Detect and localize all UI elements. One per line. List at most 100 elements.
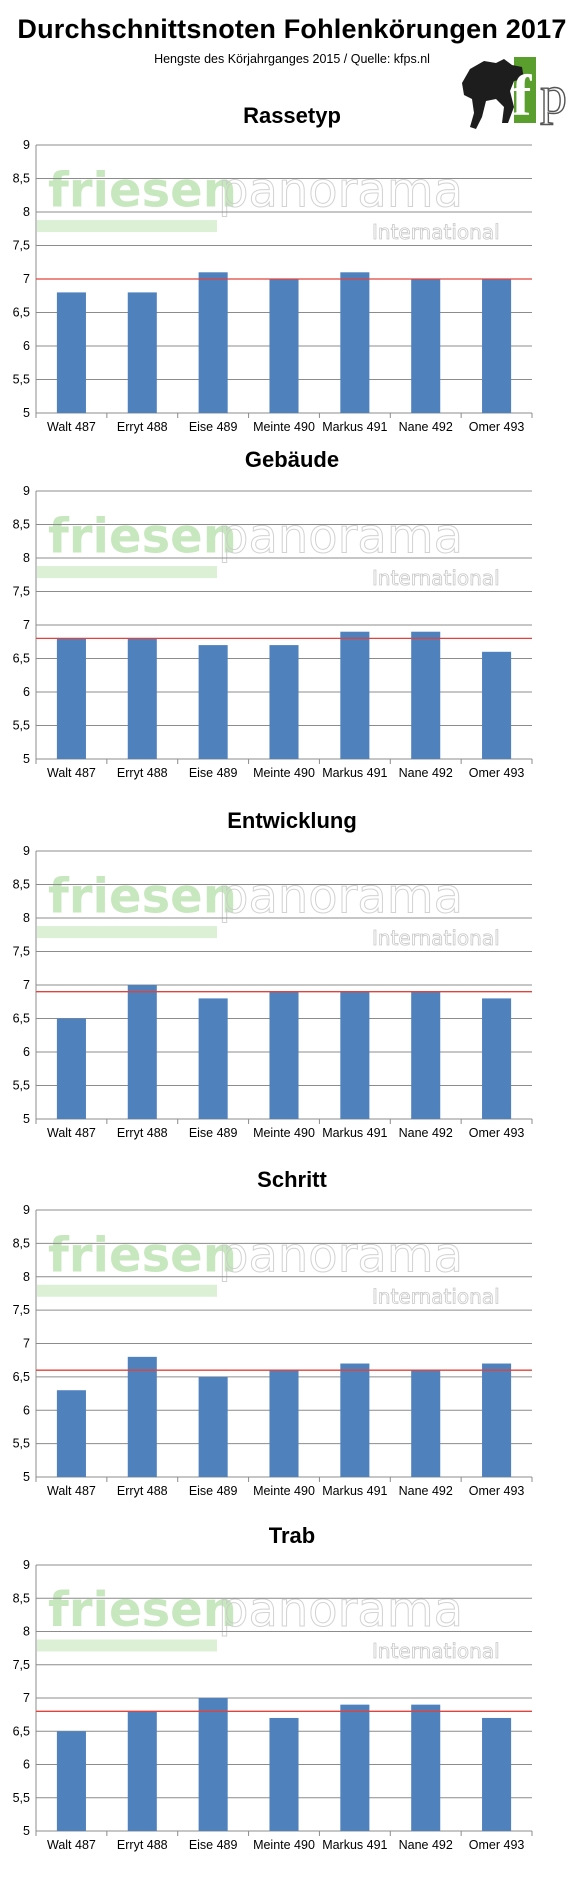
y-tick-label: 7,5 <box>13 585 30 599</box>
watermark-brand-left: friesen <box>48 1582 237 1638</box>
watermark-band <box>37 926 217 939</box>
bar <box>269 645 299 759</box>
x-tick-label: Erryt 488 <box>117 420 168 434</box>
bar <box>340 272 370 413</box>
y-tick-label: 7 <box>23 272 30 286</box>
y-tick-label: 7 <box>23 1691 30 1705</box>
chart-title: Entwicklung <box>227 808 357 833</box>
page-subtitle: Hengste des Körjahrganges 2015 / Quelle:… <box>154 52 430 66</box>
bar <box>127 985 157 1119</box>
x-tick-label: Markus 491 <box>322 1484 387 1498</box>
bar <box>411 631 441 759</box>
x-tick-label: Markus 491 <box>322 420 387 434</box>
y-tick-label: 7 <box>23 978 30 992</box>
watermark-brand-right: panorama <box>218 509 463 565</box>
y-tick-label: 7 <box>23 618 30 632</box>
x-tick-label: Erryt 488 <box>117 1126 168 1140</box>
y-tick-label: 9 <box>23 844 30 858</box>
x-tick-label: Eise 489 <box>189 420 238 434</box>
y-tick-label: 9 <box>23 138 30 152</box>
y-tick-label: 7,5 <box>13 1303 30 1317</box>
bar <box>482 1363 512 1477</box>
watermark-brand-left: friesen <box>48 509 237 565</box>
watermark-brand-left: friesen <box>48 869 237 925</box>
chart-title: Schritt <box>257 1167 327 1192</box>
x-tick-label: Meinte 490 <box>253 420 315 434</box>
x-tick-label: Omer 493 <box>469 1126 525 1140</box>
x-tick-label: Meinte 490 <box>253 1484 315 1498</box>
bar <box>411 1704 441 1831</box>
y-tick-label: 5,5 <box>13 1079 30 1093</box>
y-tick-label: 7 <box>23 1337 30 1351</box>
y-tick-label: 9 <box>23 1203 30 1217</box>
watermark-brand-right: panorama <box>218 1582 463 1638</box>
horse-logo-icon: f p <box>456 55 581 135</box>
chart-trab: Trab friesen panorama International 5 5,5 6 6,5… <box>0 1515 584 1875</box>
y-tick-label: 8,5 <box>13 1236 30 1250</box>
x-tick-label: Eise 489 <box>189 1126 238 1140</box>
bar <box>127 1356 157 1477</box>
horse-silhouette <box>462 59 524 129</box>
bar <box>269 1370 299 1477</box>
y-tick-label: 5 <box>23 406 30 420</box>
chart-rassetyp: Rassetyp friesen panorama International 5 5,5… <box>0 95 584 435</box>
bar <box>56 292 86 413</box>
bar <box>340 631 370 759</box>
x-tick-label: Nane 492 <box>399 766 453 780</box>
y-tick-label: 9 <box>23 484 30 498</box>
bar <box>269 991 299 1119</box>
y-tick-label: 6 <box>23 1758 30 1772</box>
y-tick-label: 5 <box>23 1112 30 1126</box>
chart-title: Gebäude <box>245 447 339 472</box>
bar <box>482 651 512 759</box>
chart-entwicklung: Entwicklung friesen panorama International 5… <box>0 800 584 1155</box>
bar <box>340 1704 370 1831</box>
y-tick-label: 8,5 <box>13 518 30 532</box>
bar <box>56 1018 86 1119</box>
watermark-tagline: International <box>372 1639 500 1663</box>
x-tick-label: Walt 487 <box>47 766 96 780</box>
y-tick-label: 6,5 <box>13 1012 30 1026</box>
y-tick-label: 5,5 <box>13 1437 30 1451</box>
bar <box>340 991 370 1119</box>
bar <box>482 1717 512 1831</box>
bar <box>56 638 86 759</box>
x-tick-label: Nane 492 <box>399 1484 453 1498</box>
bar <box>411 991 441 1119</box>
y-tick-label: 6,5 <box>13 652 30 666</box>
y-tick-label: 5,5 <box>13 373 30 387</box>
y-tick-label: 9 <box>23 1558 30 1572</box>
bar <box>127 292 157 413</box>
x-tick-label: Meinte 490 <box>253 1838 315 1852</box>
watermark-tagline: International <box>372 566 500 590</box>
y-tick-label: 5,5 <box>13 1791 30 1805</box>
x-tick-label: Walt 487 <box>47 1126 96 1140</box>
y-tick-label: 5,5 <box>13 719 30 733</box>
watermark-tagline: International <box>372 220 500 244</box>
y-tick-label: 6,5 <box>13 1370 30 1384</box>
x-tick-label: Walt 487 <box>47 1484 96 1498</box>
y-tick-label: 6 <box>23 685 30 699</box>
watermark-brand-left: friesen <box>48 163 237 219</box>
x-tick-label: Meinte 490 <box>253 766 315 780</box>
bar <box>56 1390 86 1477</box>
x-tick-label: Markus 491 <box>322 1838 387 1852</box>
chart-title: Rassetyp <box>243 103 341 128</box>
watermark-band <box>37 1639 217 1652</box>
bar <box>198 645 228 759</box>
y-tick-label: 5 <box>23 1470 30 1484</box>
y-tick-label: 8 <box>23 1625 30 1639</box>
x-tick-label: Omer 493 <box>469 1838 525 1852</box>
x-tick-label: Eise 489 <box>189 766 238 780</box>
bar <box>411 1370 441 1477</box>
x-tick-label: Markus 491 <box>322 1126 387 1140</box>
x-tick-label: Omer 493 <box>469 1484 525 1498</box>
y-tick-label: 8,5 <box>13 878 30 892</box>
